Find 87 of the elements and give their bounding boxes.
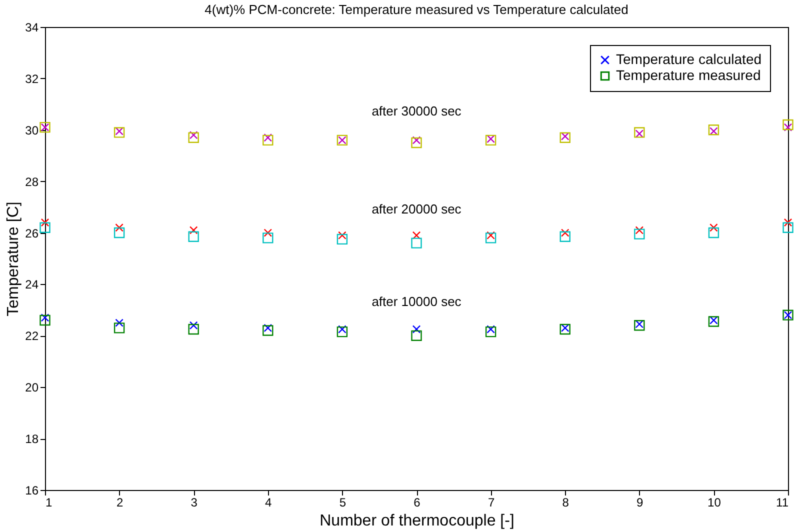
- y-tick-label: 24: [25, 278, 39, 292]
- point: [710, 316, 718, 324]
- point: [188, 324, 199, 335]
- x-tick-label: 5: [339, 496, 346, 510]
- point: [336, 234, 348, 245]
- point: [710, 127, 718, 136]
- point: [338, 325, 346, 334]
- point: [634, 127, 645, 138]
- point: [412, 231, 421, 240]
- point: [411, 238, 422, 248]
- point: [485, 232, 496, 244]
- point: [412, 325, 421, 334]
- point: [188, 132, 199, 143]
- point: [708, 316, 720, 327]
- point: [188, 231, 199, 242]
- y-tick-label: 34: [25, 20, 39, 34]
- point: [485, 326, 496, 338]
- point: [40, 314, 50, 322]
- point: [40, 314, 50, 326]
- chart-title: 4(wt)% PCM-concrete: Temperature measured vs Temperature calculated: [204, 2, 628, 17]
- legend-label: Temperature calculated: [616, 51, 762, 67]
- x-axis-title: Number of thermocouple [-]: [320, 512, 514, 530]
- annotation: after 20000 sec: [372, 201, 462, 216]
- point: [264, 133, 272, 142]
- legend-label: Temperature measured: [616, 67, 761, 83]
- y-tick-label: 26: [25, 226, 39, 240]
- point: [710, 223, 718, 232]
- point: [336, 326, 348, 338]
- point: [264, 228, 272, 237]
- point: [485, 134, 496, 146]
- point: [189, 321, 198, 330]
- point: [262, 232, 274, 244]
- y-tick-label: 30: [25, 123, 39, 138]
- x-tick-label: 2: [116, 496, 124, 510]
- point: [560, 324, 570, 335]
- point: [784, 123, 792, 132]
- point: [114, 127, 125, 138]
- point: [40, 218, 50, 227]
- x-tick-label: 7: [488, 496, 495, 510]
- x-tick-label: 1: [46, 496, 52, 510]
- point: [411, 330, 422, 342]
- y-tick-label: 20: [25, 380, 39, 395]
- annotation: after 30000 sec: [372, 104, 462, 119]
- y-tick-label: 22: [25, 329, 39, 344]
- point: [114, 227, 125, 238]
- x-tick-label: 3: [190, 496, 198, 510]
- point: [486, 325, 495, 334]
- point: [560, 228, 570, 237]
- point: [189, 130, 198, 140]
- point: [264, 324, 272, 332]
- x-tick-label: 8: [562, 496, 570, 510]
- x-tick-label: 11: [776, 496, 789, 510]
- point: [115, 318, 124, 327]
- x-tick-label: 6: [414, 496, 421, 510]
- point: [560, 231, 570, 242]
- point: [634, 320, 645, 331]
- point: [784, 218, 792, 227]
- point: [115, 223, 124, 232]
- point: [486, 231, 495, 240]
- point: [262, 134, 274, 146]
- y-tick-label: 32: [25, 72, 39, 86]
- annotation: after 10000 sec: [372, 294, 462, 310]
- point: [635, 226, 644, 234]
- point: [634, 228, 645, 240]
- point: [114, 322, 125, 334]
- y-tick-label: 28: [25, 174, 39, 189]
- y-tick-label: 16: [25, 484, 39, 498]
- y-axis-title: Temperature [C]: [5, 202, 22, 316]
- point: [262, 325, 274, 336]
- x-tick-label: 4: [265, 496, 272, 510]
- point: [782, 222, 794, 233]
- point: [412, 136, 421, 144]
- point: [486, 134, 495, 144]
- y-tick-label: 18: [25, 432, 39, 446]
- point: [338, 231, 346, 240]
- point: [411, 137, 422, 148]
- point: [189, 226, 198, 234]
- point: [635, 130, 644, 138]
- point: [708, 124, 720, 136]
- point: [560, 132, 570, 143]
- x-tick-label: 10: [708, 496, 722, 510]
- point: [560, 132, 570, 140]
- point: [40, 222, 50, 233]
- x-tick-label: 9: [636, 496, 644, 510]
- point: [708, 227, 720, 238]
- point: [115, 127, 124, 136]
- point: [782, 119, 794, 130]
